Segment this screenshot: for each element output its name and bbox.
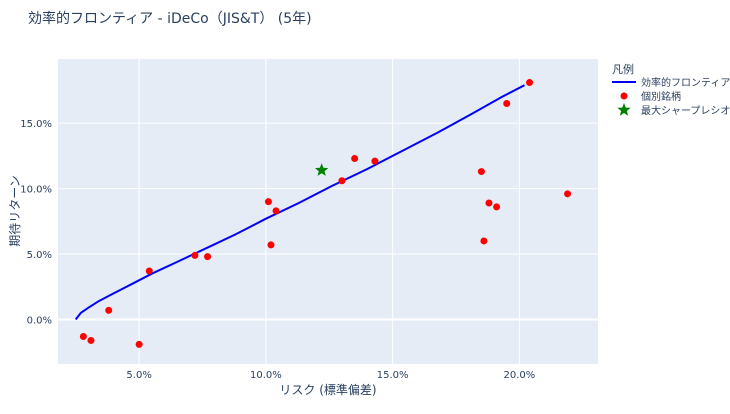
stock-point	[264, 198, 272, 206]
stock-point	[87, 336, 95, 344]
stock-point	[477, 168, 485, 176]
frontier-line	[74, 84, 525, 321]
stock-point	[564, 190, 572, 198]
stock-point	[371, 157, 379, 165]
legend-star-swatch	[617, 103, 631, 116]
x-tick-label: 10.0%	[250, 370, 282, 381]
x-tick-labels: 5.0% 10.0% 15.0% 20.0%	[126, 370, 535, 381]
stock-point	[79, 333, 87, 341]
max-sharpe-star	[315, 163, 329, 176]
stock-point	[351, 154, 359, 162]
stock-point	[191, 251, 199, 259]
legend-title: 凡例	[612, 62, 634, 76]
stock-point	[526, 79, 534, 87]
stock-point	[145, 267, 153, 275]
stock-point	[272, 207, 280, 215]
y-tick-label: 0.0%	[27, 315, 52, 326]
stock-point	[480, 237, 488, 245]
legend-item[interactable]: 最大シャープレシオ	[617, 103, 730, 117]
stock-point	[267, 241, 275, 249]
y-axis-title: 期待リターン	[8, 175, 22, 246]
plot-area	[58, 59, 598, 364]
legend-label: 個別銘柄	[641, 90, 681, 103]
stock-point	[503, 100, 511, 108]
legend-item[interactable]: 効率的フロンティア	[612, 76, 730, 89]
legend-item[interactable]: 個別銘柄	[620, 90, 682, 103]
stock-point	[105, 306, 113, 314]
x-tick-label: 15.0%	[377, 370, 409, 381]
y-tick-label: 15.0%	[20, 119, 52, 130]
x-tick-label: 20.0%	[504, 370, 536, 381]
legend-label: 効率的フロンティア	[641, 76, 730, 89]
stock-point	[338, 177, 346, 185]
legend-dot-swatch	[620, 92, 628, 100]
stock-point	[493, 203, 501, 211]
stock-point	[485, 199, 493, 207]
y-tick-labels: 0.0% 5.0% 10.0% 15.0%	[20, 119, 52, 326]
chart-title: 効率的フロンティア - iDeCo（JIS&T） (5年)	[28, 10, 312, 27]
x-tick-label: 5.0%	[126, 370, 151, 381]
series-layer	[74, 79, 572, 348]
stock-point	[204, 253, 212, 261]
legend-label: 最大シャープレシオ	[641, 104, 730, 117]
y-tick-label: 5.0%	[27, 250, 52, 261]
y-tick-label: 10.0%	[20, 185, 52, 196]
x-axis-title: リスク (標準偏差)	[279, 382, 376, 397]
stock-point	[135, 340, 143, 348]
